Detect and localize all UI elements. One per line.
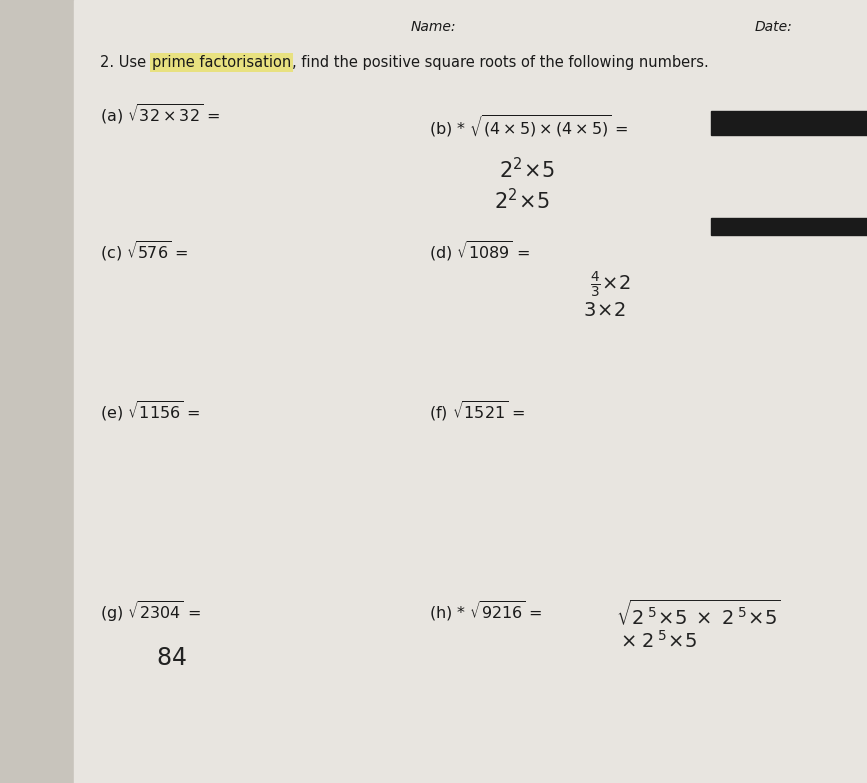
- Text: Date:: Date:: [754, 20, 792, 34]
- Text: $2^{2}\!\times\!5$: $2^{2}\!\times\!5$: [499, 157, 554, 182]
- Text: (d) $\sqrt{1089}$ =: (d) $\sqrt{1089}$ =: [429, 239, 530, 263]
- Text: $3\!\times\!2$: $3\!\times\!2$: [583, 301, 625, 320]
- Text: (f) $\sqrt{1521}$ =: (f) $\sqrt{1521}$ =: [429, 399, 525, 424]
- Text: (b) * $\sqrt{(4 \times 5) \times (4 \times 5)}$ =: (b) * $\sqrt{(4 \times 5) \times (4 \tim…: [429, 114, 629, 139]
- Text: prime factorisation: prime factorisation: [152, 55, 291, 70]
- Text: $\sqrt{2\,{}^{5}\!\times\!5\;\times\;2\,{}^{5}\!\times\!5}$: $\sqrt{2\,{}^{5}\!\times\!5\;\times\;2\,…: [616, 599, 780, 629]
- Text: 2. Use: 2. Use: [100, 55, 151, 70]
- Text: $\frac{4}{3}\!\times\!2$: $\frac{4}{3}\!\times\!2$: [590, 270, 630, 300]
- Text: (a) $\sqrt{32 \times 32}$ =: (a) $\sqrt{32 \times 32}$ =: [100, 102, 219, 126]
- Text: (h) * $\sqrt{9216}$ =: (h) * $\sqrt{9216}$ =: [429, 599, 543, 623]
- Text: , find the positive square roots of the following numbers.: , find the positive square roots of the …: [292, 55, 709, 70]
- Text: (e) $\sqrt{1156}$ =: (e) $\sqrt{1156}$ =: [100, 399, 200, 424]
- Text: (g) $\sqrt{2304}$ =: (g) $\sqrt{2304}$ =: [100, 599, 200, 624]
- Text: $2^{2}\!\times\!5$: $2^{2}\!\times\!5$: [494, 188, 550, 213]
- Text: $\times\;2\,{}^{5}\!\times\!5$: $\times\;2\,{}^{5}\!\times\!5$: [620, 630, 697, 652]
- Bar: [711, 218, 867, 235]
- Text: $84$: $84$: [156, 646, 186, 670]
- Bar: [711, 111, 867, 135]
- Text: (c) $\sqrt{576}$ =: (c) $\sqrt{576}$ =: [100, 239, 188, 263]
- Bar: [0, 0, 74, 783]
- Text: Name:: Name:: [411, 20, 456, 34]
